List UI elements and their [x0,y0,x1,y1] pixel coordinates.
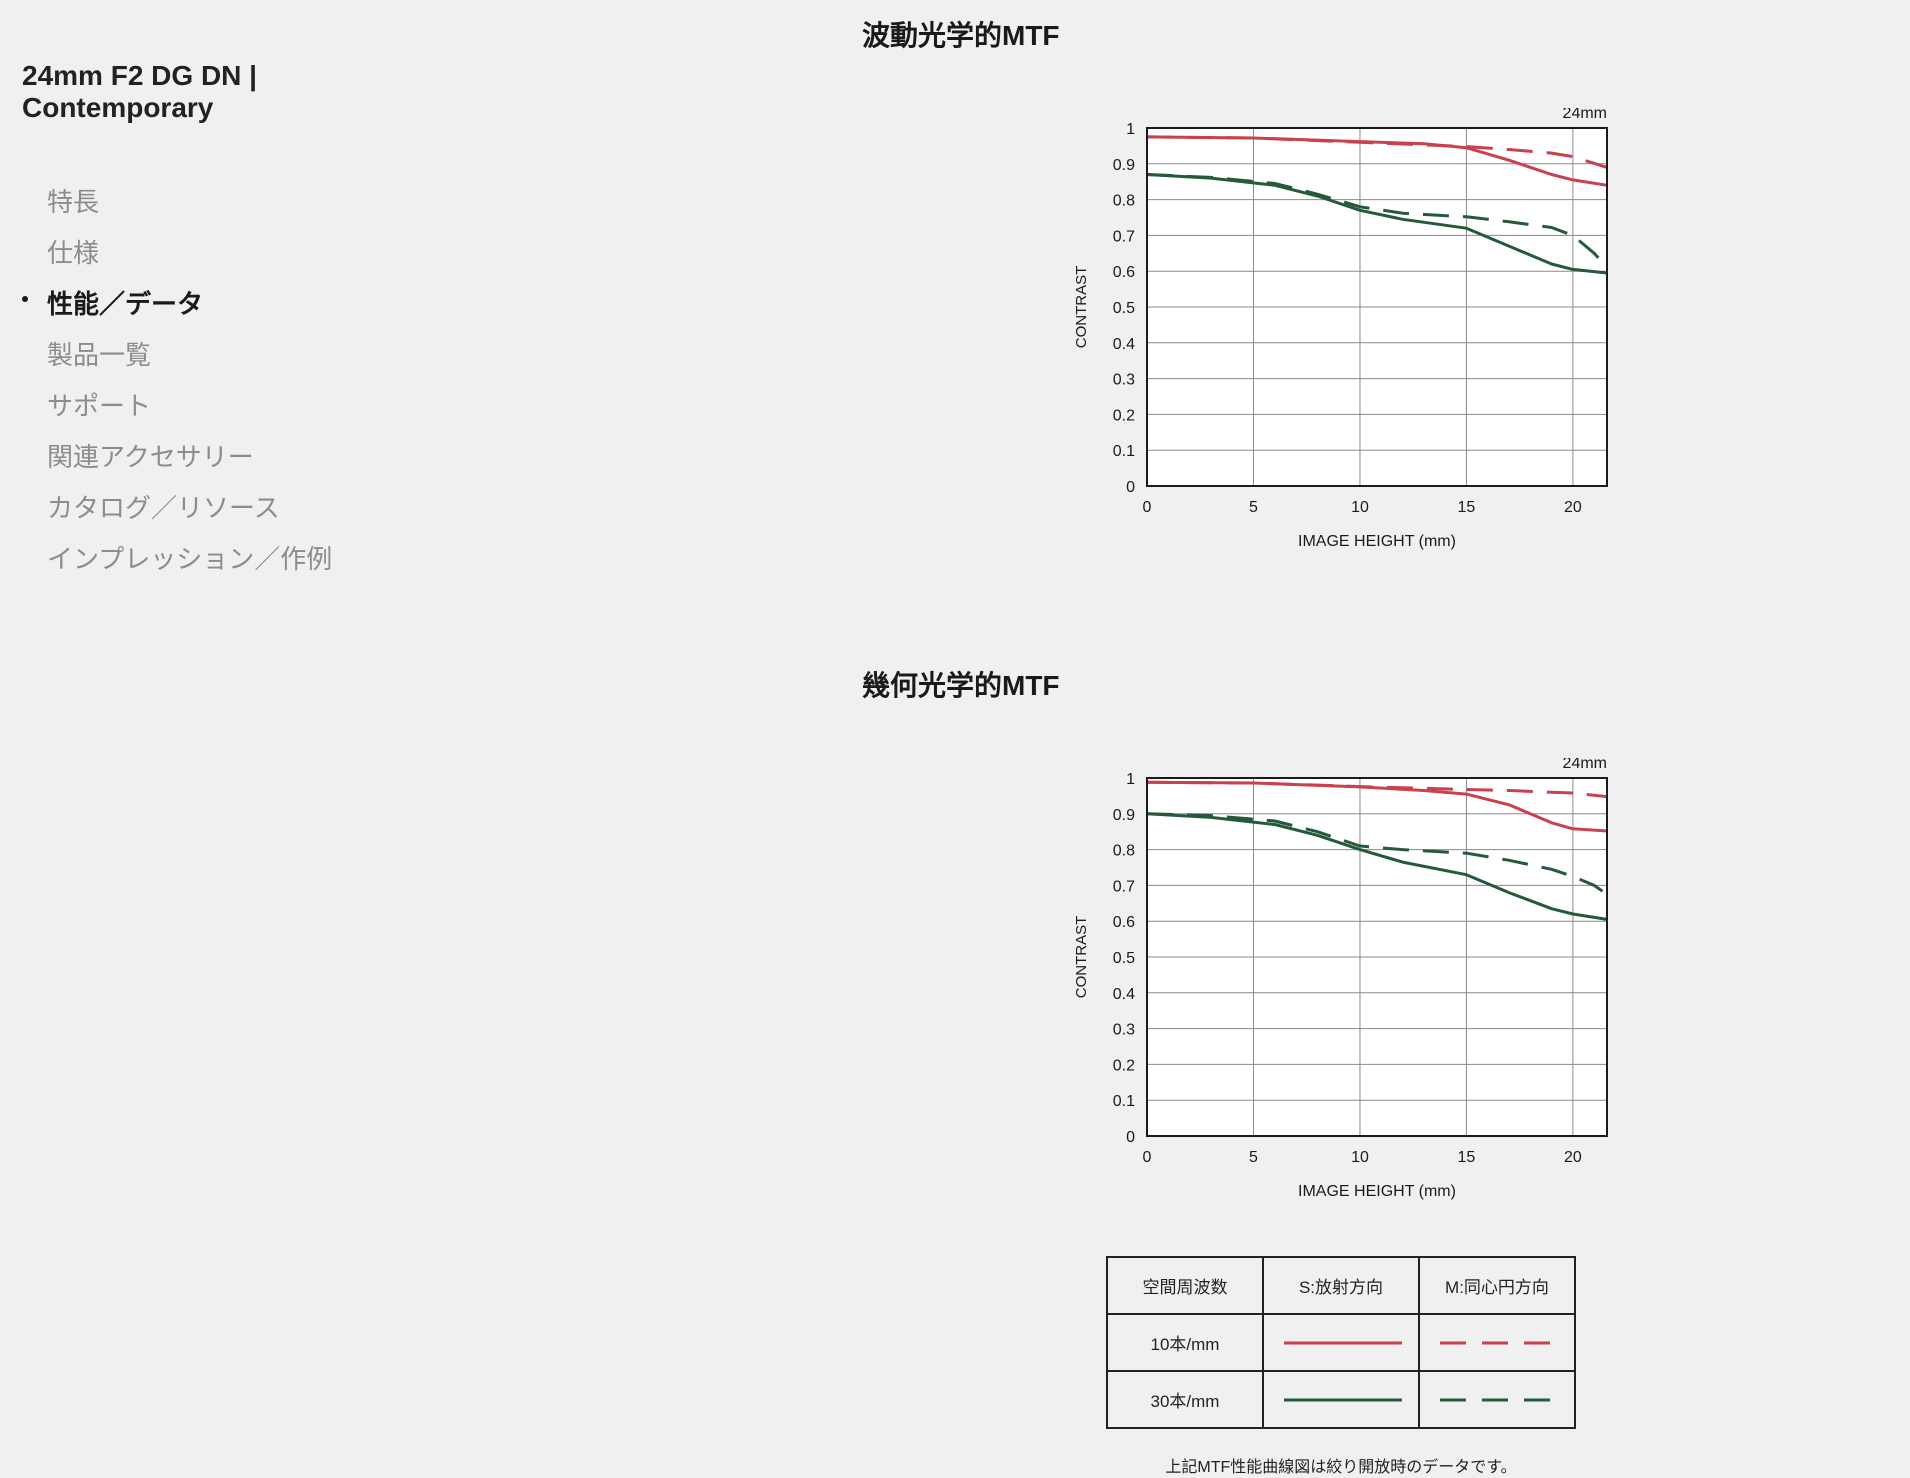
nav-item-label: 仕様 [47,238,100,268]
y-tick-label: 0.7 [1113,878,1135,895]
y-tick-label: 0.3 [1113,372,1135,389]
y-tick-label: 0.2 [1113,407,1135,424]
legend-header-frequency: 空間周波数 [1106,1256,1264,1315]
x-tick-label: 5 [1249,499,1258,516]
geometric-mtf-title: 幾何光学的MTF [862,670,1060,701]
mtf-legend-table: 空間周波数 S:放射方向 M:同心円方向 10本/mm 30本/mm [1106,1256,1576,1429]
x-tick-label: 0 [1143,499,1152,516]
plot-frame [1146,127,1608,487]
x-tick-label: 10 [1351,1149,1369,1166]
y-tick-label: 0.4 [1113,986,1135,1003]
legend-header-sagittal: S:放射方向 [1262,1256,1420,1315]
legend-header-meridional: M:同心円方向 [1418,1256,1576,1315]
mtf-note: 上記MTF性能曲線図は絞り開放時のデータです。 [1165,1459,1517,1476]
nav-item-accessories[interactable]: 関連アクセサリー [0,432,332,483]
nav-item-specs[interactable]: 仕様 [0,228,332,279]
mtf-series-green-dashed [1146,812,1608,896]
diffraction-mtf-title: 波動光学的MTF [862,20,1060,51]
y-tick-label: 0.2 [1113,1057,1135,1074]
legend-swatch-30-solid [1262,1370,1420,1429]
focal-length-label: 24mm [1563,108,1607,122]
nav-item-label: 製品一覧 [47,340,152,370]
x-tick-label: 5 [1249,1149,1258,1166]
y-tick-label: 0.7 [1113,228,1135,245]
y-tick-label: 0 [1126,1129,1135,1146]
y-tick-label: 1 [1126,771,1135,788]
y-tick-label: 0.9 [1113,157,1135,174]
y-tick-label: 0.3 [1113,1022,1135,1039]
y-tick-label: 0.8 [1113,843,1135,860]
nav-item-features[interactable]: 特長 [0,177,332,228]
nav-item-catalog[interactable]: カタログ／リソース [0,483,332,534]
y-tick-label: 0.5 [1113,950,1135,967]
mtf-series-green-solid [1146,173,1608,275]
y-tick-label: 0 [1126,479,1135,496]
x-tick-label: 15 [1458,499,1476,516]
x-tick-label: 15 [1458,1149,1476,1166]
legend-swatch-10-dashed [1418,1313,1576,1372]
legend-swatch-10-solid [1262,1313,1420,1372]
y-tick-label: 0.1 [1113,1093,1135,1110]
legend-row-label-30: 30本/mm [1106,1370,1264,1429]
nav-item-impressions[interactable]: インプレッション／作例 [0,534,332,585]
nav-item-label: サポート [47,391,152,421]
x-axis-label: IMAGE HEIGHT (mm) [1298,533,1456,550]
geometric-mtf-chart: 00.10.20.30.40.50.60.70.80.910 5 10 15 20IMA… [1073,758,1608,1200]
legend-swatch-30-dashed [1418,1370,1576,1429]
y-tick-label: 0.8 [1113,193,1135,210]
x-axis-label: IMAGE HEIGHT (mm) [1298,1183,1456,1200]
nav-item-support[interactable]: サポート [0,381,332,432]
nav-item-label: インプレッション／作例 [47,544,333,574]
mtf-series-green-dashed [1146,173,1609,269]
legend-row-label-10: 10本/mm [1106,1313,1264,1372]
nav-item-product-list[interactable]: 製品一覧 [0,330,332,381]
y-tick-label: 0.1 [1113,443,1135,460]
y-tick-label: 1 [1126,121,1135,138]
nav-item-label: 性能／データ [47,289,204,319]
side-nav: 特長 仕様 性能／データ 製品一覧 サポート 関連アクセサリー カタログ／リソー… [0,177,332,585]
y-tick-label: 0.4 [1113,336,1135,353]
y-tick-label: 0.5 [1113,300,1135,317]
product-title: 24mm F2 DG DN | Contemporary [22,60,258,123]
nav-item-label: 特長 [47,187,100,217]
mtf-series-red-dashed [1146,780,1608,799]
diffraction-mtf-chart: 00.10.20.30.40.50.60.70.80.910 5 10 15 20IMA… [1073,108,1609,550]
x-tick-label: 10 [1351,499,1369,516]
y-axis-label: CONTRAST [1073,916,1090,999]
mtf-series-red-dashed [1146,135,1608,169]
x-tick-label: 20 [1564,499,1582,516]
y-tick-label: 0.6 [1113,264,1135,281]
y-tick-label: 0.6 [1113,914,1135,931]
x-tick-label: 0 [1143,1149,1152,1166]
nav-item-performance[interactable]: 性能／データ [0,279,332,330]
plot-frame [1146,777,1608,1137]
y-tick-label: 0.9 [1113,807,1135,824]
active-bullet-icon [22,296,28,302]
x-tick-label: 20 [1564,1149,1582,1166]
y-axis-label: CONTRAST [1073,266,1090,349]
nav-item-label: カタログ／リソース [47,493,280,523]
mtf-series-green-solid [1146,812,1608,921]
nav-item-label: 関連アクセサリー [47,442,254,472]
focal-length-label: 24mm [1563,758,1607,772]
